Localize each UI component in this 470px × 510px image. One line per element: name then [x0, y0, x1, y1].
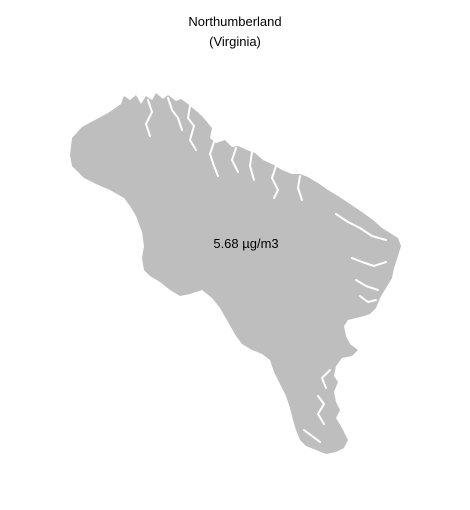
inlet-north-5 — [231, 147, 239, 173]
inlet-north-2 — [167, 97, 183, 131]
inlet-south-3 — [303, 429, 321, 443]
map-subtitle: (Virginia) — [209, 34, 261, 49]
inlet-east-1 — [335, 213, 387, 241]
region-value-label: 5.68 µg/m3 — [213, 236, 278, 251]
inlet-north-6 — [249, 151, 255, 181]
inlet-east-2 — [351, 257, 387, 267]
water-inlets — [145, 97, 387, 443]
inlet-north-8 — [297, 175, 303, 201]
inlet-east-4 — [359, 295, 377, 303]
inlet-north-3 — [187, 105, 197, 151]
inlet-south-2 — [317, 395, 325, 425]
inlet-south-1 — [321, 369, 331, 389]
map-title: Northumberland — [188, 14, 282, 29]
county-shape — [70, 93, 401, 454]
inlet-north-4 — [209, 141, 219, 177]
inlet-north-7 — [271, 165, 279, 199]
inlet-east-3 — [355, 279, 379, 291]
inlet-north-1 — [145, 99, 153, 137]
